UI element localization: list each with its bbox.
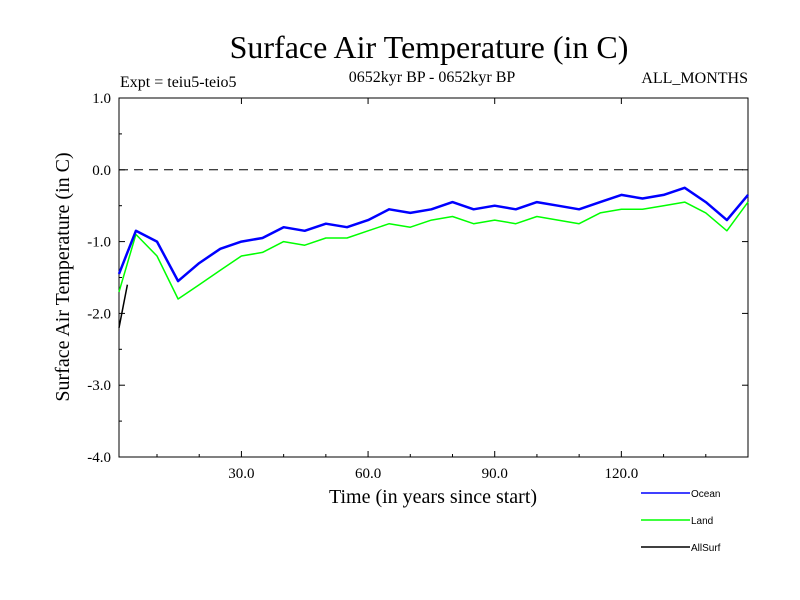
x-tick-label: 90.0 bbox=[482, 466, 508, 482]
chart-title: Surface Air Temperature (in C) bbox=[230, 29, 629, 65]
legend-label-ocean: Ocean bbox=[691, 489, 720, 500]
series-layer bbox=[117, 186, 749, 328]
experiment-label: Expt = teiu5-teio5 bbox=[120, 74, 237, 91]
legend-label-allsurf: AllSurf bbox=[691, 543, 721, 554]
x-axis-title: Time (in years since start) bbox=[329, 486, 537, 508]
y-axis: 1.0 0.0 -1.0 -2.0 -3.0 -4.0 bbox=[87, 91, 748, 466]
series-line-land bbox=[118, 201, 749, 300]
y-tick-label: 0.0 bbox=[92, 163, 111, 179]
series-line-allsurf bbox=[118, 284, 129, 328]
x-tick-label: 30.0 bbox=[228, 466, 254, 482]
series-line-ocean bbox=[117, 186, 749, 283]
y-tick-label: -2.0 bbox=[87, 306, 111, 322]
legend: Ocean Land AllSurf bbox=[641, 489, 721, 554]
y-tick-label: -1.0 bbox=[87, 235, 111, 251]
x-tick-label: 60.0 bbox=[355, 466, 381, 482]
months-label: ALL_MONTHS bbox=[641, 70, 748, 87]
y-tick-label: -4.0 bbox=[87, 450, 111, 466]
x-tick-label: 120.0 bbox=[604, 466, 638, 482]
x-axis: 30.0 60.0 90.0 120.0 bbox=[156, 98, 749, 482]
legend-label-land: Land bbox=[691, 516, 713, 527]
chart-subtitle: 0652kyr BP - 0652kyr BP bbox=[349, 69, 516, 86]
plot-frame bbox=[118, 97, 749, 458]
y-tick-label: -3.0 bbox=[87, 378, 111, 394]
y-tick-label: 1.0 bbox=[92, 91, 111, 107]
y-axis-title: Surface Air Temperature (in C) bbox=[52, 152, 74, 401]
